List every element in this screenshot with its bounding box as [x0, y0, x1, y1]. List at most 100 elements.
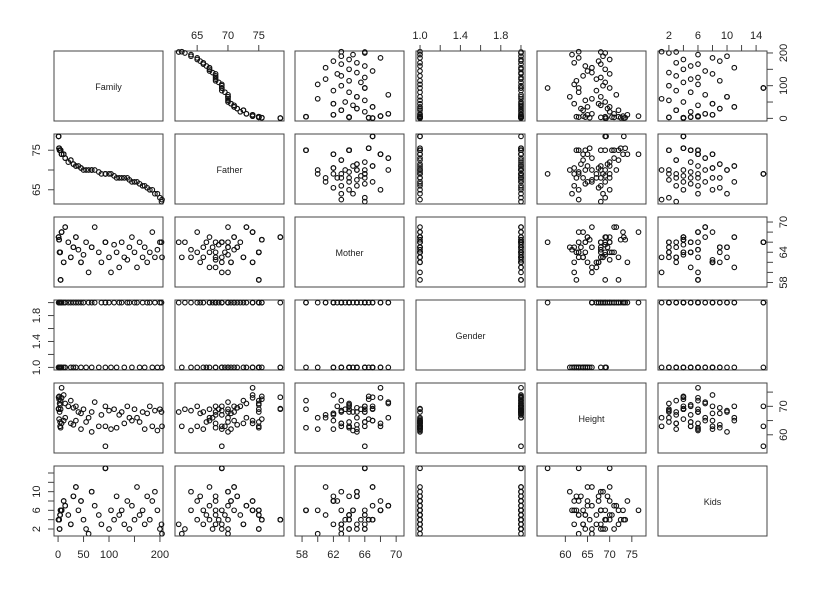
- data-point: [609, 512, 615, 518]
- panel-father-vs-family: [53, 133, 165, 205]
- data-point: [680, 179, 687, 185]
- data-point: [573, 147, 580, 154]
- data-point: [338, 364, 345, 371]
- data-point: [518, 530, 524, 537]
- data-point: [716, 410, 723, 417]
- data-point: [322, 414, 329, 421]
- data-point: [731, 299, 738, 306]
- data-point: [159, 364, 165, 371]
- panel-frame: [536, 216, 647, 288]
- data-point: [322, 179, 329, 185]
- data-point: [724, 244, 730, 251]
- data-point: [314, 167, 321, 173]
- data-point: [152, 407, 158, 414]
- data-point: [680, 403, 687, 410]
- data-point: [709, 111, 716, 118]
- data-point: [709, 165, 716, 171]
- data-point: [70, 244, 77, 251]
- data-point: [417, 259, 423, 266]
- data-point: [518, 155, 524, 161]
- data-point: [200, 254, 207, 261]
- data-point: [385, 502, 392, 509]
- data-point: [589, 177, 595, 183]
- data-point: [575, 512, 582, 518]
- data-point: [255, 526, 262, 532]
- data-point: [611, 224, 617, 230]
- panel-height-vs-mother: [294, 382, 405, 454]
- data-point: [334, 299, 341, 306]
- data-point: [361, 167, 368, 173]
- tick-label: 60: [559, 549, 571, 561]
- data-point: [518, 133, 524, 140]
- data-point: [95, 512, 102, 518]
- data-point: [249, 229, 256, 235]
- data-point: [231, 403, 237, 410]
- data-point: [606, 484, 613, 490]
- data-point: [58, 229, 65, 235]
- data-point: [218, 269, 225, 276]
- data-point: [206, 249, 213, 256]
- data-point: [60, 498, 67, 504]
- data-point: [85, 530, 92, 537]
- data-point: [243, 414, 250, 421]
- panel-gender-vs-gender: Gender: [415, 299, 526, 371]
- data-point: [240, 107, 247, 114]
- data-point: [154, 427, 161, 434]
- data-point: [85, 167, 92, 173]
- data-point: [518, 502, 524, 509]
- data-point: [113, 249, 120, 256]
- data-point: [709, 392, 716, 398]
- data-point: [346, 147, 352, 154]
- panel-frame: [174, 133, 285, 205]
- data-point: [369, 163, 376, 169]
- data-point: [231, 246, 237, 253]
- data-point: [595, 498, 602, 504]
- panel-family-vs-kids: [657, 48, 768, 122]
- data-point: [95, 249, 102, 256]
- data-point: [350, 507, 356, 514]
- data-point: [518, 56, 524, 63]
- data-point: [518, 498, 524, 504]
- data-point: [702, 179, 709, 185]
- tick-label: 100: [778, 76, 790, 94]
- data-point: [589, 530, 595, 537]
- data-point: [231, 299, 237, 306]
- data-point: [70, 493, 77, 500]
- data-point: [70, 364, 77, 371]
- data-point: [600, 526, 606, 532]
- data-point: [597, 198, 604, 205]
- data-point: [417, 269, 423, 276]
- tick-label: 1.0: [412, 30, 427, 42]
- data-point: [62, 414, 69, 421]
- data-point: [702, 364, 709, 371]
- data-point: [518, 99, 524, 105]
- data-point: [377, 420, 384, 427]
- data-point: [417, 516, 423, 523]
- data-point: [200, 521, 207, 528]
- data-point: [695, 397, 701, 404]
- data-point: [417, 151, 423, 158]
- data-point: [673, 198, 680, 205]
- data-point: [578, 244, 584, 251]
- panel-frame: [53, 133, 164, 205]
- data-point: [695, 394, 701, 401]
- data-point: [361, 63, 368, 69]
- data-point: [687, 89, 694, 96]
- panel-kids-vs-gender: [415, 465, 526, 537]
- panel-frame: [415, 465, 526, 537]
- data-point: [136, 239, 143, 246]
- data-point: [731, 104, 738, 110]
- data-point: [673, 412, 680, 418]
- data-point: [106, 526, 112, 532]
- data-point: [597, 246, 604, 253]
- data-point: [206, 516, 213, 523]
- data-point: [606, 175, 613, 181]
- data-point: [518, 64, 524, 71]
- panel-frame: [174, 465, 285, 537]
- data-point: [666, 254, 672, 261]
- data-point: [518, 182, 524, 189]
- data-point: [365, 114, 372, 121]
- data-point: [606, 163, 613, 169]
- data-point: [518, 484, 524, 490]
- data-point: [149, 423, 156, 430]
